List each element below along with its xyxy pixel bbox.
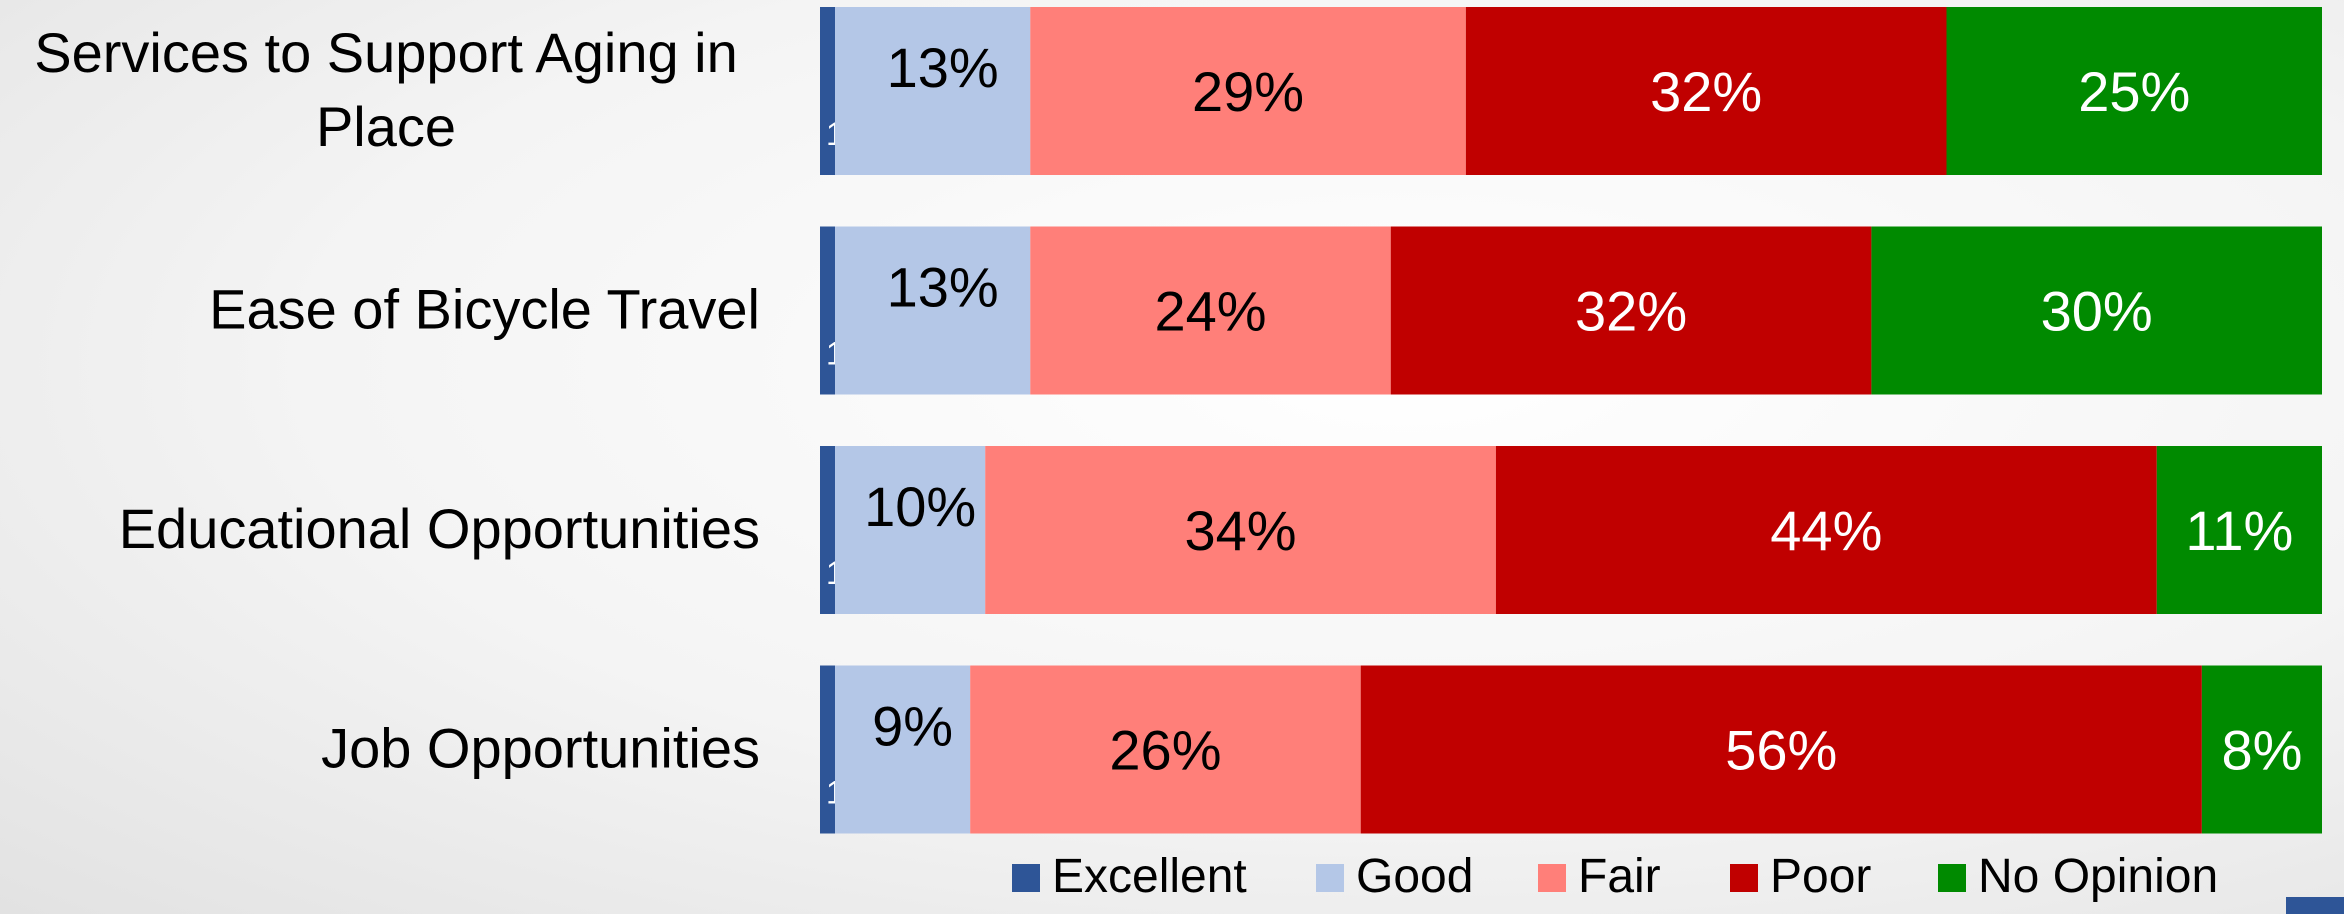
bar-segment-poor [1465, 7, 1947, 175]
bar-segment-good [835, 446, 986, 614]
legend-label: No Opinion [1978, 850, 2218, 903]
bar-segment-good [835, 226, 1031, 395]
data-label: 24% [1154, 280, 1266, 343]
bar-segment-good [835, 665, 971, 834]
legend-label: Poor [1770, 850, 1871, 903]
data-label: 56% [1725, 719, 1837, 782]
bar-segment-poor [1390, 226, 1872, 395]
bar-segment-excellent [820, 7, 836, 175]
bar-segment-no-opinion [1871, 226, 2322, 395]
bar-segment-no-opinion [1946, 7, 2322, 175]
bar-segment-excellent [820, 226, 836, 395]
legend-swatch [1316, 864, 1344, 892]
data-label: 29% [1192, 60, 1304, 123]
legend-swatch [1730, 864, 1758, 892]
legend-swatch [1538, 864, 1566, 892]
bar-segment-no-opinion [2156, 446, 2322, 614]
category-label-line: Place [316, 95, 456, 158]
category-label-line: Job Opportunities [321, 717, 760, 780]
bar-segment-fair [970, 665, 1361, 834]
legend-item: Poor [1730, 850, 1871, 903]
legend-item: No Opinion [1938, 850, 2218, 903]
bar-segment-poor [1495, 446, 2157, 614]
data-label: 10% [864, 475, 976, 538]
legend-swatch [1938, 864, 1966, 892]
legend-item: Good [1316, 850, 1473, 903]
category-label: Educational Opportunities [119, 497, 760, 560]
data-label: 32% [1575, 280, 1687, 343]
data-label: 13% [887, 36, 999, 99]
bar-segment-poor [1360, 665, 2202, 834]
legend-swatch [1012, 864, 1040, 892]
data-label: 11% [2185, 499, 2293, 562]
data-label: 25% [2078, 60, 2190, 123]
data-label: 13% [887, 256, 999, 319]
bar-segment-excellent [820, 446, 836, 614]
bar-segment-no-opinion [2201, 665, 2322, 834]
category-label-line: Educational Opportunities [119, 497, 760, 560]
bar-segment-fair [985, 446, 1496, 614]
legend-label: Excellent [1052, 850, 1247, 903]
bar-segment-excellent [820, 665, 836, 834]
legend-item: Fair [1538, 850, 1661, 903]
corner-accent [2286, 897, 2344, 914]
category-label: Ease of Bicycle Travel [209, 278, 760, 341]
bar-segment-good [835, 7, 1031, 175]
category-label-line: Ease of Bicycle Travel [209, 278, 760, 341]
bar-segment-fair [1030, 7, 1466, 175]
legend-label: Fair [1578, 850, 1661, 903]
data-label: 32% [1650, 60, 1762, 123]
legend-item: Excellent [1012, 850, 1247, 903]
data-label: 44% [1770, 499, 1882, 562]
data-label: 8% [2221, 719, 2302, 782]
legend-label: Good [1356, 850, 1473, 903]
data-label: 26% [1109, 719, 1221, 782]
data-label: 30% [2041, 280, 2153, 343]
category-label-line: Services to Support Aging in [34, 21, 738, 84]
bar-segment-fair [1030, 226, 1391, 395]
data-label: 9% [872, 695, 953, 758]
category-label: Services to Support Aging in Place [34, 21, 738, 158]
category-label: Job Opportunities [321, 717, 760, 780]
data-label: 34% [1185, 499, 1297, 562]
